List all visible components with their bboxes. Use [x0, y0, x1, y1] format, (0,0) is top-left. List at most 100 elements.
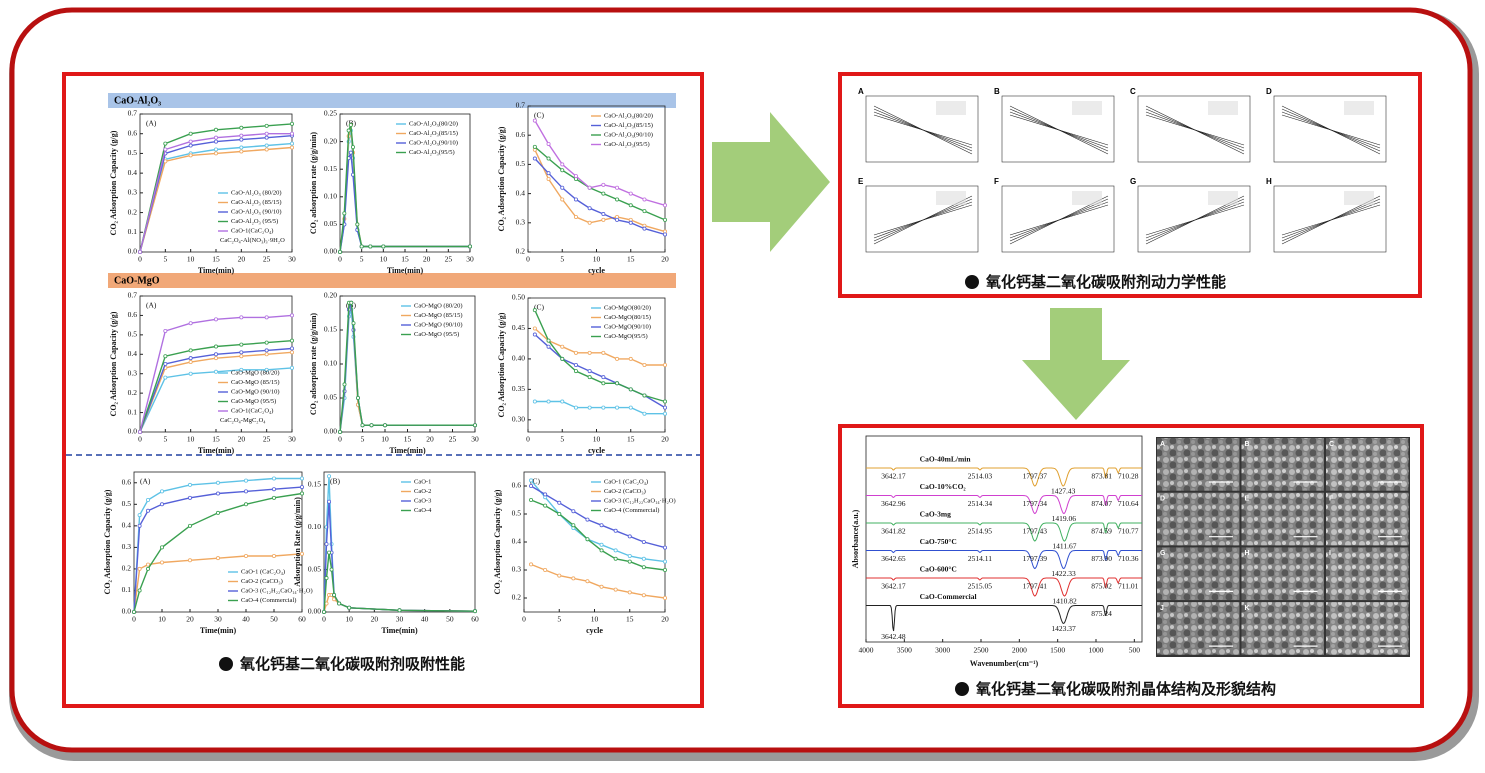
legend-label: CaO-MgO (90/10) [414, 321, 463, 328]
y-tick-label: 0.1 [122, 585, 132, 594]
data-point [137, 588, 142, 593]
legend-label: CaO-4 (Commercial) [604, 507, 659, 514]
peak-label: 1797.41 [1023, 582, 1048, 591]
legend-label: CaO-1(CaC₂O₄) [231, 407, 273, 414]
data-point [628, 387, 633, 392]
y-tick-label: 0.20 [324, 136, 337, 145]
x-tick-label: 20 [426, 435, 434, 444]
legend-label: CaO-3 (C₁₂H₂₂CaO₁₄·H₂O) [241, 587, 313, 594]
x-tick-label: 25 [449, 435, 457, 444]
x-tick-label: 5 [163, 435, 167, 444]
data-point [587, 206, 592, 211]
panel-label: H [1266, 177, 1272, 186]
sem-label: I [1329, 550, 1331, 557]
data-point [213, 352, 218, 357]
data-point [159, 502, 164, 507]
series-line [534, 146, 666, 221]
data-point [529, 562, 534, 567]
data-point [628, 203, 633, 208]
data-point [369, 423, 374, 428]
y-axis-label: CO₂ Adsorption Capacity (g/g) [497, 126, 506, 231]
data-point [187, 482, 192, 487]
legend-label: CaO-Al₂O₃ (85/15) [231, 199, 282, 206]
x-tick-label: 30 [396, 615, 404, 624]
data-point [346, 128, 351, 133]
data-point [543, 492, 548, 497]
x-tick-label: 3000 [935, 646, 950, 655]
data-point [321, 610, 326, 615]
data-point [557, 512, 562, 517]
legend-label: CaO-MgO (90/10) [231, 388, 280, 395]
data-point [213, 147, 218, 152]
sem-grid: A B C D E F G H I J K [1156, 437, 1410, 657]
kinetic-plot: A [858, 87, 979, 163]
data-point [351, 321, 356, 326]
data-point [332, 597, 337, 602]
data-point [324, 542, 329, 547]
y-axis-label: CO₂ adsorption rate (g/g/min) [309, 313, 318, 416]
data-point [271, 487, 276, 492]
data-point [215, 556, 220, 561]
data-point [213, 317, 218, 322]
data-point [663, 596, 668, 601]
y-tick-label: 0.7 [516, 101, 526, 110]
peak-label: 710.77 [1118, 527, 1139, 536]
data-point [642, 226, 647, 231]
data-point [264, 352, 269, 357]
data-point [145, 562, 150, 567]
data-point [239, 350, 244, 355]
data-point [145, 566, 150, 571]
legend-box [936, 101, 966, 115]
data-point [347, 605, 352, 610]
peak-label: 3642.17 [881, 472, 906, 481]
data-point [601, 217, 606, 222]
data-point [585, 517, 590, 522]
x-tick-label: 60 [298, 615, 306, 624]
data-point [472, 423, 477, 428]
series-line [534, 309, 666, 403]
kinetic-plot: B [994, 87, 1115, 163]
data-point [627, 554, 632, 559]
data-point [289, 121, 294, 126]
x-tick-label: 30 [471, 435, 479, 444]
data-point [187, 558, 192, 563]
peak-label: 1427.43 [1051, 487, 1076, 496]
arrow-down [1022, 308, 1130, 420]
x-tick-label: 40 [242, 615, 250, 624]
data-point [271, 554, 276, 559]
data-point [289, 365, 294, 370]
data-point [163, 328, 168, 333]
x-tick-label: 50 [446, 615, 454, 624]
data-point [264, 131, 269, 136]
legend-label: CaO-1 (CaC₂O₄) [604, 478, 648, 485]
spectrum-name: CaO-750°C [920, 537, 957, 546]
x-axis-label: cycle [586, 626, 603, 635]
plot-frame [1001, 95, 1115, 163]
data-point [327, 499, 332, 504]
data-point [299, 551, 304, 556]
spectrum-name: CaO-40mL/min [920, 455, 972, 464]
x-tick-label: 5 [557, 615, 561, 624]
y-tick-label: 0.40 [512, 354, 525, 363]
data-point [289, 338, 294, 343]
peak-label: 710.28 [1118, 472, 1139, 481]
y-axis-label: CO₂ Adsorption Capacity (g/g) [109, 311, 118, 416]
data-point [532, 332, 537, 337]
x-tick-label: 20 [238, 255, 246, 264]
sem-image [1326, 492, 1409, 546]
data-point [349, 300, 354, 305]
y-tick-label: 0.00 [308, 607, 321, 616]
section-bar [108, 93, 676, 108]
data-point [642, 362, 647, 367]
legend-label: CaO-3 [414, 497, 431, 504]
peak-label: 2515.05 [968, 582, 993, 591]
peak-label: 1423.37 [1051, 624, 1076, 633]
x-tick-label: 25 [263, 255, 271, 264]
data-point [587, 405, 592, 410]
data-point [560, 162, 565, 167]
data-point [601, 405, 606, 410]
y-tick-label: 0.2 [128, 388, 138, 397]
data-point [289, 131, 294, 136]
peak-label: 875.24 [1091, 609, 1112, 618]
